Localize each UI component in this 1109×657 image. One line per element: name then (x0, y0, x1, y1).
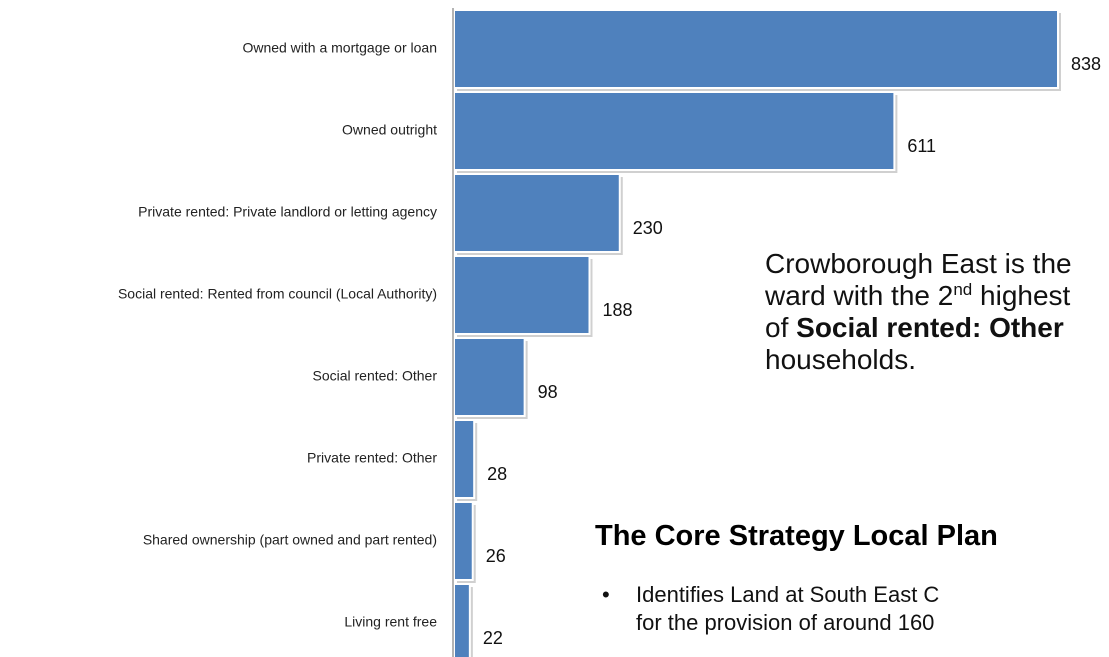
callout-line-2-end: highest (972, 280, 1071, 311)
bullet-list: • Identifies Land at South East C for th… (602, 581, 940, 637)
value-label-living-rent-free: 22 (483, 628, 503, 648)
bar-social-rented-other (453, 337, 526, 417)
bar-social-rented-rented-from-council-local-authority (453, 255, 591, 335)
category-label-shared-ownership-part-owned-and-part-rented: Shared ownership (part owned and part re… (143, 532, 437, 548)
bullet-item: • Identifies Land at South East C for th… (602, 581, 940, 637)
callout-line-3-start: of (765, 312, 797, 343)
callout-line-1: Crowborough East is the (765, 248, 1072, 279)
value-label-shared-ownership-part-owned-and-part-rented: 26 (486, 546, 506, 566)
bullet-line-2: for the provision of around 160 (636, 610, 935, 635)
value-label-social-rented-rented-from-council-local-authority: 188 (603, 300, 633, 320)
bar-private-rented-private-landlord-or-letting-agency (453, 173, 621, 253)
bar-shared-ownership-part-owned-and-part-rented (453, 501, 474, 581)
bars-layer (453, 9, 1061, 657)
callout-ordinal-suffix: nd (953, 280, 973, 299)
value-label-owned-with-a-mortgage-or-loan: 838 (1071, 54, 1101, 74)
bar-living-rent-free (453, 583, 471, 657)
value-label-social-rented-other: 98 (538, 382, 558, 402)
section-heading: The Core Strategy Local Plan (595, 520, 998, 552)
ward-callout: Crowborough East is the ward with the 2n… (765, 248, 1109, 376)
callout-line-3: of Social rented: Other (765, 312, 1109, 344)
value-label-private-rented-private-landlord-or-letting-agency: 230 (633, 218, 663, 238)
category-label-social-rented-rented-from-council-local-authority: Social rented: Rented from council (Loca… (118, 286, 437, 302)
category-label-owned-with-a-mortgage-or-loan: Owned with a mortgage or loan (242, 40, 437, 56)
bar-owned-with-a-mortgage-or-loan (453, 9, 1059, 89)
labels-layer: Owned with a mortgage or loan 838 Owned ou… (118, 40, 1101, 648)
callout-line-2: ward with the 2nd highest (765, 280, 1109, 312)
category-label-private-rented-other: Private rented: Other (307, 450, 437, 466)
category-label-living-rent-free: Living rent free (344, 614, 437, 630)
bar-owned-outright (453, 91, 896, 171)
value-label-private-rented-other: 28 (487, 464, 507, 484)
callout-line-4: households. (765, 344, 917, 375)
category-label-private-rented-private-landlord-or-letting-agency: Private rented: Private landlord or lett… (138, 204, 437, 220)
bullet-dot: • (602, 582, 610, 607)
bullet-line-1: Identifies Land at South East C (636, 582, 940, 607)
category-label-social-rented-other: Social rented: Other (312, 368, 437, 384)
callout-line-2-start: ward with the 2 (765, 280, 954, 311)
bar-private-rented-other (453, 419, 476, 499)
callout-emphasis: Social rented: Other (796, 312, 1064, 343)
value-label-owned-outright: 611 (907, 136, 936, 156)
category-label-owned-outright: Owned outright (342, 122, 437, 138)
